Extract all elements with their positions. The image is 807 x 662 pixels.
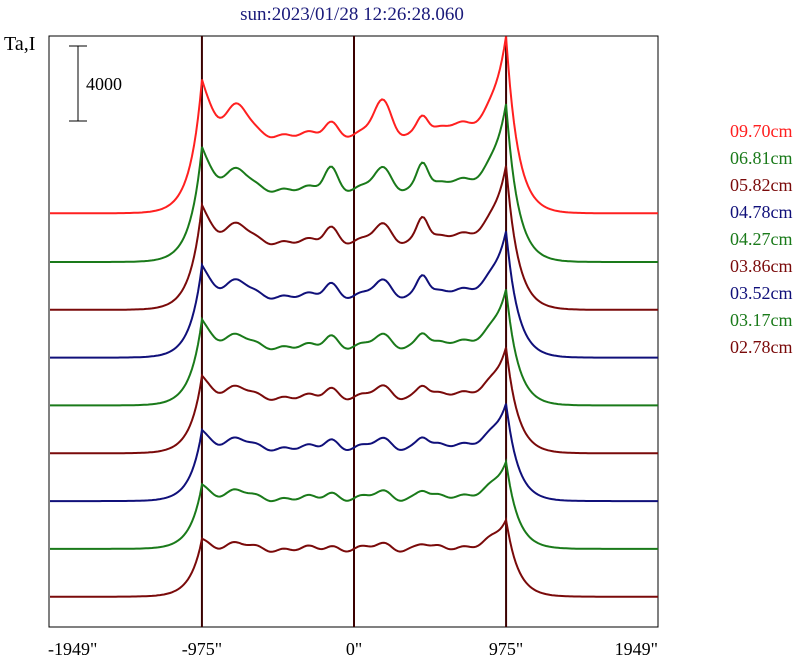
x-tick-label: 0": [346, 639, 362, 659]
legend-entry: 03.86cm: [730, 256, 793, 276]
x-tick-label: 1949": [615, 639, 658, 659]
legend-entry: 04.27cm: [730, 229, 793, 249]
legend-entry: 05.82cm: [730, 175, 793, 195]
series-line-04.27cm: [50, 289, 658, 407]
chart-title: sun:2023/01/28 12:26:28.060: [240, 4, 464, 25]
series-line-05.82cm: [50, 165, 658, 311]
series-line-06.81cm: [50, 103, 658, 263]
x-tick-label: -975": [182, 639, 222, 659]
series-line-02.78cm: [50, 516, 658, 598]
legend-entry: 09.70cm: [730, 121, 793, 141]
scale-bar: 4000: [69, 45, 122, 122]
series-line-03.17cm: [50, 458, 658, 550]
x-tick-labels: -1949" -975" 0" 975" 1949": [48, 639, 658, 659]
x-tick-label: -1949": [48, 639, 97, 659]
series-line-04.78cm: [50, 231, 658, 359]
legend-entry: 04.78cm: [730, 202, 793, 222]
legend-entry: 02.78cm: [730, 337, 793, 357]
vertical-reference-lines: [200, 36, 508, 627]
y-axis-label: Ta,I: [4, 33, 35, 55]
legend-entry: 06.81cm: [730, 148, 793, 168]
series-line-03.52cm: [50, 403, 658, 503]
series-line-03.86cm: [50, 347, 658, 455]
scale-bar-label: 4000: [86, 74, 122, 94]
legend-entry: 03.17cm: [730, 310, 793, 330]
x-tick-label: 975": [489, 639, 523, 659]
legend-entry: 03.52cm: [730, 283, 793, 303]
spectrum-curves: [50, 36, 658, 598]
legend: 09.70cm 06.81cm 05.82cm 04.78cm 04.27cm 03.86…: [730, 121, 793, 357]
series-line-09.70cm: [50, 36, 658, 215]
